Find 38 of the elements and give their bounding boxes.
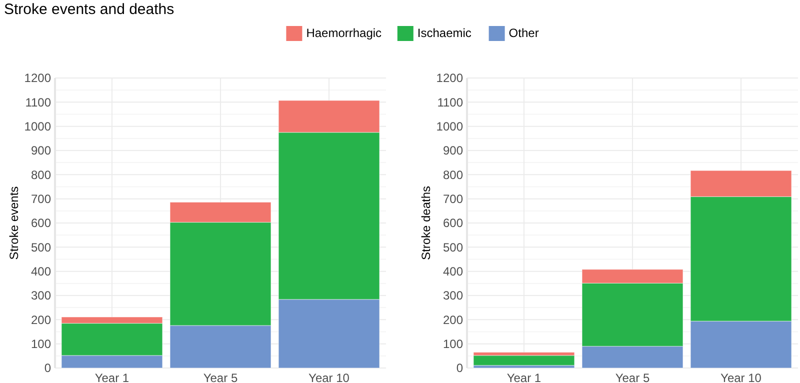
y-tick-label: 1100 [437, 95, 464, 110]
y-tick-label: 1000 [436, 120, 464, 134]
legend-label: Other [508, 26, 539, 40]
y-axis-title: Stroke events [7, 186, 21, 260]
y-tick-label: 800 [30, 168, 52, 182]
y-tick-label: 600 [442, 216, 464, 230]
y-tick-label: 400 [30, 264, 52, 279]
y-tick-label: 800 [442, 168, 464, 182]
y-tick-label: 300 [442, 288, 464, 303]
x-tick-label: Year 5 [203, 371, 238, 383]
x-tick-label: Year 1 [94, 371, 130, 383]
x-tick-label: Year 10 [720, 371, 762, 383]
y-tick-label: 300 [30, 288, 52, 303]
chart-title: Stroke events and deaths [4, 1, 174, 18]
y-tick-label: 100 [30, 337, 52, 352]
y-tick-label: 100 [442, 337, 464, 352]
y-tick-label: 400 [442, 264, 464, 279]
y-tick-label: 900 [442, 144, 464, 158]
y-tick-label: 1100 [25, 95, 52, 110]
y-tick-label: 0 [44, 361, 52, 376]
y-tick-label: 500 [442, 240, 464, 254]
y-tick-label: 1200 [436, 71, 464, 86]
y-tick-label: 200 [442, 312, 464, 327]
y-tick-label: 600 [30, 216, 52, 230]
y-tick-label: 200 [30, 312, 52, 327]
legend-label: Haemorrhagic [306, 26, 382, 40]
y-tick-label: 1000 [24, 120, 52, 134]
y-tick-label: 900 [30, 144, 52, 158]
y-tick-label: 500 [30, 240, 52, 254]
legend-label: Ischaemic [417, 26, 472, 40]
x-tick-label: Year 1 [506, 371, 542, 383]
y-tick-label: 1200 [24, 71, 52, 86]
y-tick-label: 0 [456, 361, 464, 376]
y-tick-label: 700 [442, 192, 464, 206]
y-tick-label: 700 [30, 192, 52, 206]
x-tick-label: Year 5 [615, 371, 650, 383]
x-tick-label: Year 10 [308, 371, 350, 383]
y-axis-title: Stroke deaths [419, 186, 433, 260]
